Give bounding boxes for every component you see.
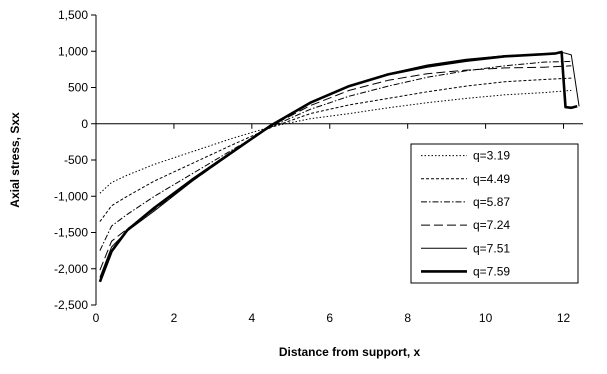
series-line-3	[99, 60, 572, 251]
x-tick-label: 4	[248, 311, 255, 325]
y-tick-label: -500	[64, 153, 88, 167]
legend-label-6: q=7.59	[473, 264, 510, 278]
y-tick-label: 1,500	[58, 8, 88, 22]
legend-label-2: q=4.49	[473, 172, 510, 186]
legend-label-4: q=7.24	[473, 218, 510, 232]
x-tick-label: 2	[171, 311, 178, 325]
y-tick-label: -2,000	[54, 262, 88, 276]
y-tick-label: 0	[81, 117, 88, 131]
y-axis-title: Axial stress, Sxx	[8, 112, 22, 208]
y-tick-label: -1,500	[54, 226, 88, 240]
y-tick-label: -2,500	[54, 298, 88, 312]
y-tick-label: -1,000	[54, 189, 88, 203]
x-axis-title: Distance from support, x	[279, 345, 421, 359]
legend-label-1: q=3.19	[473, 149, 510, 163]
legend-label-5: q=7.51	[473, 241, 510, 255]
x-tick-label: 0	[93, 311, 100, 325]
series-line-6	[98, 50, 578, 283]
x-tick-label: 8	[404, 311, 411, 325]
legend: q=3.19 q=4.49 q=5.87 q=7.24 q=7.51 q=7.59	[410, 143, 579, 284]
legend-box	[410, 143, 579, 284]
y-tick-label: 500	[68, 81, 88, 95]
ticks-layer: -2,500 -2,000 -1,500 -1,000 -500 0 500 1,000 1,5…	[54, 8, 571, 325]
series-line-1	[99, 89, 572, 194]
y-tick-label: 1,000	[58, 44, 88, 58]
series-line-4	[99, 65, 572, 271]
series-layer	[98, 50, 580, 283]
legend-label-3: q=5.87	[473, 195, 510, 209]
x-tick-label: 12	[557, 311, 571, 325]
x-tick-label: 6	[326, 311, 333, 325]
x-tick-label: 10	[479, 311, 493, 325]
